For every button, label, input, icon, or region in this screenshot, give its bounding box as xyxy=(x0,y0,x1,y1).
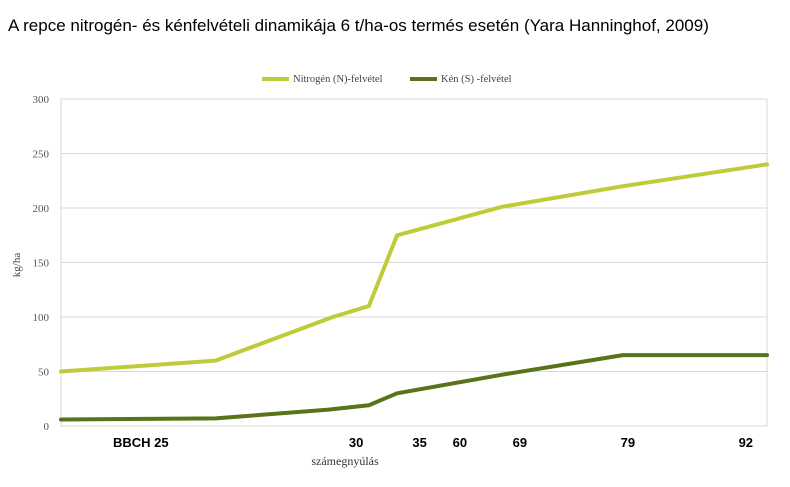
x-tick-label: 79 xyxy=(621,435,635,450)
x-axis-label: számegnyúlás xyxy=(311,454,379,468)
x-tick-label: 30 xyxy=(349,435,363,450)
legend-label: Nitrogén (N)-felvétel xyxy=(293,74,383,85)
x-tick-label: 92 xyxy=(739,435,753,450)
series-line-sulfur xyxy=(59,353,769,422)
y-tick-label: 150 xyxy=(33,258,50,270)
y-tick-label: 200 xyxy=(33,203,50,215)
legend-label: Kén (S) -felvétel xyxy=(441,74,512,85)
y-tick-label: 0 xyxy=(44,421,50,433)
series-lines xyxy=(59,162,769,422)
x-axis-ticks: BBCH 25 30 35 60 69 79 92 xyxy=(113,435,753,450)
chart-title: A repce nitrogén- és kénfelvételi dinami… xyxy=(8,16,709,35)
x-tick-label: 35 xyxy=(412,435,426,450)
y-axis-ticks: 0 50 100 150 200 250 300 xyxy=(33,94,50,433)
x-tick-label: 60 xyxy=(453,435,467,450)
y-tick-label: 100 xyxy=(33,312,50,324)
y-tick-label: 250 xyxy=(33,149,50,161)
y-tick-label: 300 xyxy=(33,94,50,106)
y-tick-label: 50 xyxy=(38,367,50,379)
legend: Nitrogén (N)-felvétel Kén (S) -felvétel xyxy=(262,74,512,85)
gridlines xyxy=(61,98,767,427)
x-tick-label: 69 xyxy=(513,435,527,450)
series-line-nitrogen xyxy=(59,162,769,374)
plot-area-border xyxy=(60,98,768,427)
y-axis-label: kg/ha xyxy=(11,253,23,278)
x-tick-label: BBCH 25 xyxy=(113,435,169,450)
